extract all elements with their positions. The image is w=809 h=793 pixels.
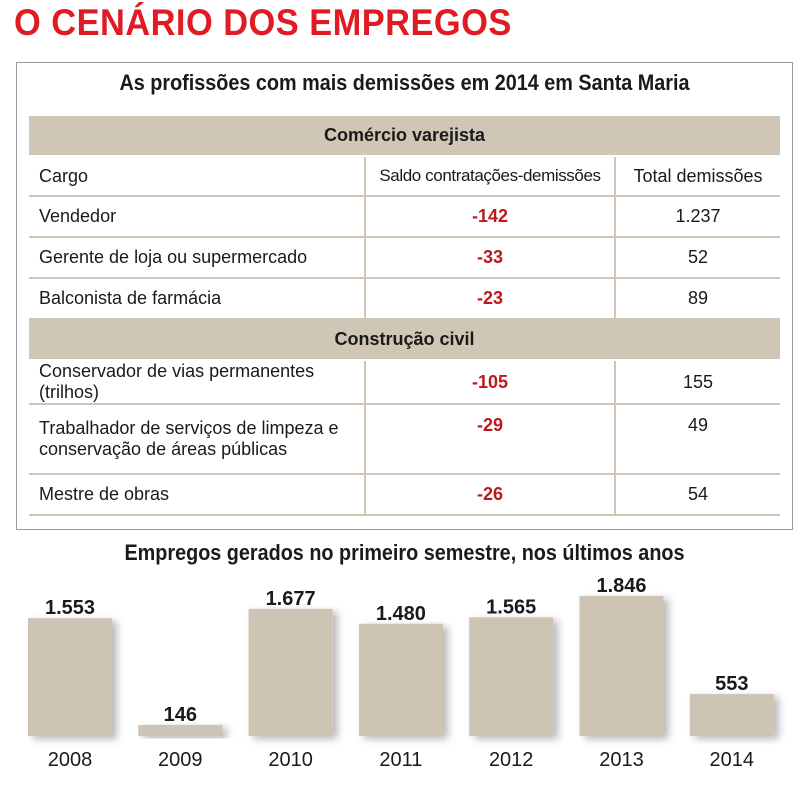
year-tick-label: 2013 [599, 749, 644, 771]
total-cell: 1.237 [616, 197, 780, 238]
cargo-cell: Balconista de farmácia [29, 279, 366, 320]
section-header-row: Comércio varejista [29, 116, 780, 157]
total-cell: 54 [616, 475, 780, 516]
chart-title: Empregos gerados no primeiro semestre, n… [124, 540, 685, 565]
year-tick-label: 2008 [48, 749, 93, 771]
table-row: Mestre de obras -26 54 [29, 475, 780, 516]
bar-value-label: 1.553 [45, 597, 95, 619]
cargo-cell: Mestre de obras [29, 475, 366, 516]
cargo-line: Trabalhador de serviços de limpeza e [39, 418, 339, 438]
bar-2010 [248, 608, 333, 736]
column-header-row: Cargo Saldo contratações-demissões Total… [29, 157, 780, 197]
table-row: Gerente de loja ou supermercado -33 52 [29, 238, 780, 279]
year-tick-label: 2014 [710, 749, 755, 771]
saldo-cell: -29 [366, 405, 616, 475]
bar-value-label: 1.846 [596, 575, 646, 597]
year-tick-label: 2010 [268, 749, 313, 771]
saldo-cell: -33 [366, 238, 616, 279]
table-frame [16, 62, 793, 530]
saldo-cell: -23 [366, 279, 616, 320]
bar-2013 [579, 596, 664, 736]
total-cell: 89 [616, 279, 780, 320]
year-tick-label: 2012 [489, 749, 534, 771]
bar-value-label: 146 [164, 704, 197, 726]
bar-2009 [138, 724, 223, 736]
bar-value-label: 1.677 [266, 588, 316, 610]
cargo-cell: Trabalhador de serviços de limpeza e con… [29, 405, 366, 475]
table-row: Trabalhador de serviços de limpeza e con… [29, 405, 780, 475]
bar-value-label: 553 [715, 673, 748, 695]
cargo-cell: Conservador de vias permanentes (trilhos… [29, 361, 366, 405]
saldo-cell: -105 [366, 361, 616, 405]
bar-value-label: 1.565 [486, 596, 536, 618]
total-cell: 52 [616, 238, 780, 279]
table-row: Conservador de vias permanentes (trilhos… [29, 361, 780, 405]
saldo-cell: -26 [366, 475, 616, 516]
saldo-cell: -142 [366, 197, 616, 238]
table-row: Balconista de farmácia -23 89 [29, 279, 780, 320]
total-cell: 49 [616, 405, 780, 475]
cargo-line: conservação de áreas públicas [39, 439, 288, 459]
bar-2014 [689, 694, 774, 736]
jobs-bar-chart: 1.553 2008 146 2009 1.677 2010 1.480 2011 1.565 2… [28, 575, 774, 771]
section-name: Comércio varejista [29, 116, 780, 157]
column-header-saldo: Saldo contratações-demissões [366, 157, 616, 197]
section-header-row: Construção civil [29, 320, 780, 361]
year-tick-label: 2011 [379, 749, 422, 771]
year-tick-label: 2009 [158, 749, 203, 771]
column-header-total: Total demissões [616, 157, 780, 197]
bar-2012 [469, 617, 554, 736]
section-name: Construção civil [29, 320, 780, 361]
total-cell: 155 [616, 361, 780, 405]
page-title: O CENÁRIO DOS EMPREGOS [14, 2, 512, 43]
table-row: Vendedor -142 1.237 [29, 197, 780, 238]
column-header-cargo: Cargo [29, 157, 366, 197]
cargo-cell: Gerente de loja ou supermercado [29, 238, 366, 279]
bar-value-label: 1.480 [376, 603, 426, 625]
layoffs-table: Comércio varejista Cargo Saldo contrataç… [29, 116, 780, 516]
cargo-cell: Vendedor [29, 197, 366, 238]
bar-2011 [358, 623, 443, 736]
table-subtitle: As profissões com mais demissões em 2014… [119, 70, 690, 95]
bar-2008 [28, 618, 112, 736]
